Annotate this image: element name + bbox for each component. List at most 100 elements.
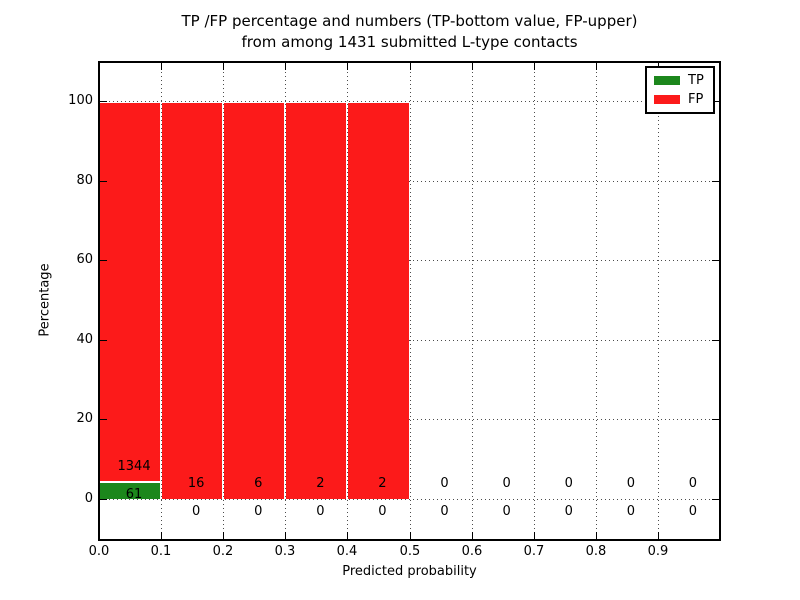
tp-count-label: 0 bbox=[192, 504, 201, 519]
gridline-vertical bbox=[534, 64, 535, 537]
bar-fp bbox=[162, 103, 222, 499]
x-tick-top bbox=[596, 63, 597, 70]
tp-count-label: 0 bbox=[378, 504, 387, 519]
x-tick-bottom bbox=[161, 532, 162, 539]
y-tick-label: 100 bbox=[68, 93, 93, 108]
bar-fp bbox=[100, 103, 160, 481]
y-tick-left bbox=[100, 340, 107, 341]
y-tick-right bbox=[712, 499, 719, 500]
x-tick-bottom bbox=[658, 532, 659, 539]
x-tick-top bbox=[285, 63, 286, 70]
gridline-vertical bbox=[285, 64, 286, 537]
gridline-horizontal bbox=[101, 181, 718, 182]
tp-count-label: 0 bbox=[626, 504, 635, 519]
y-tick-left bbox=[100, 260, 107, 261]
x-tick-top bbox=[472, 63, 473, 70]
legend: TP FP bbox=[645, 66, 715, 114]
x-tick-label: 0.6 bbox=[461, 544, 483, 559]
bar-fp bbox=[224, 103, 284, 499]
bar-fp bbox=[348, 103, 409, 499]
chart-title: TP /FP percentage and numbers (TP-bottom… bbox=[99, 11, 720, 53]
x-tick-label: 0.4 bbox=[336, 544, 358, 559]
fp-count-label: 0 bbox=[564, 476, 573, 491]
fp-count-label: 0 bbox=[440, 476, 449, 491]
x-tick-top bbox=[347, 63, 348, 70]
x-tick-bottom bbox=[285, 532, 286, 539]
x-axis-label: Predicted probability bbox=[342, 564, 477, 579]
chart-title-line1: TP /FP percentage and numbers (TP-bottom… bbox=[181, 12, 638, 30]
bar-fp bbox=[286, 103, 346, 499]
x-tick-bottom bbox=[720, 532, 721, 539]
gridline-vertical bbox=[161, 64, 162, 537]
legend-swatch-tp bbox=[654, 76, 680, 85]
gridline-horizontal bbox=[101, 419, 718, 420]
fp-count-label: 0 bbox=[502, 476, 511, 491]
gridline-vertical bbox=[472, 64, 473, 537]
bar-tp bbox=[100, 483, 160, 499]
y-axis-label: Percentage bbox=[37, 263, 53, 337]
x-tick-top bbox=[410, 63, 411, 70]
gridline-horizontal bbox=[101, 340, 718, 341]
fp-count-label: 16 bbox=[187, 476, 205, 491]
tp-count-label: 0 bbox=[254, 504, 263, 519]
x-tick-top bbox=[161, 63, 162, 70]
x-tick-label: 0.9 bbox=[647, 544, 669, 559]
y-tick-left bbox=[100, 419, 107, 420]
fp-count-label: 6 bbox=[254, 476, 263, 491]
x-tick-label: 0.7 bbox=[523, 544, 545, 559]
gridline-horizontal bbox=[101, 260, 718, 261]
x-tick-bottom bbox=[596, 532, 597, 539]
x-tick-bottom bbox=[223, 532, 224, 539]
tp-count-label: 0 bbox=[316, 504, 325, 519]
y-tick-left bbox=[100, 101, 107, 102]
x-tick-label: 0.2 bbox=[212, 544, 234, 559]
chart-title-line2: from among 1431 submitted L-type contact… bbox=[241, 33, 578, 51]
tp-count-label: 0 bbox=[502, 504, 511, 519]
plot-area-frame bbox=[98, 61, 721, 541]
y-tick-label: 20 bbox=[76, 411, 93, 426]
x-tick-label: 0.3 bbox=[274, 544, 296, 559]
x-tick-bottom bbox=[472, 532, 473, 539]
legend-item-label: FP bbox=[688, 92, 704, 107]
y-tick-right bbox=[712, 419, 719, 420]
x-tick-top bbox=[534, 63, 535, 70]
fp-count-label: 1344 bbox=[117, 459, 151, 474]
gridline-horizontal bbox=[101, 101, 718, 102]
legend-item: TP bbox=[647, 74, 713, 87]
y-tick-label: 0 bbox=[84, 491, 93, 506]
y-tick-label: 60 bbox=[76, 252, 93, 267]
x-tick-bottom bbox=[99, 532, 100, 539]
x-tick-label: 0.5 bbox=[399, 544, 421, 559]
gridline-vertical bbox=[410, 64, 411, 537]
x-tick-label: 0.0 bbox=[88, 544, 110, 559]
fp-count-label: 0 bbox=[626, 476, 635, 491]
tp-count-label: 61 bbox=[125, 487, 143, 502]
fp-count-label: 0 bbox=[688, 476, 698, 491]
fp-count-label: 2 bbox=[316, 476, 325, 491]
y-tick-right bbox=[712, 181, 719, 182]
x-tick-bottom bbox=[347, 532, 348, 539]
y-tick-right bbox=[712, 101, 719, 102]
x-tick-label: 0.1 bbox=[150, 544, 172, 559]
y-tick-right bbox=[712, 340, 719, 341]
x-tick-top bbox=[99, 63, 100, 70]
y-tick-label: 80 bbox=[76, 173, 93, 188]
tp-count-label: 0 bbox=[688, 504, 698, 519]
fp-count-label: 2 bbox=[378, 476, 387, 491]
legend-item: FP bbox=[647, 93, 713, 106]
gridline-vertical bbox=[658, 64, 659, 537]
y-tick-left bbox=[100, 499, 107, 500]
x-tick-bottom bbox=[534, 532, 535, 539]
y-tick-label: 40 bbox=[76, 332, 93, 347]
legend-item-label: TP bbox=[688, 73, 704, 88]
gridline-horizontal bbox=[101, 499, 718, 500]
gridline-vertical bbox=[347, 64, 348, 537]
x-tick-label: 0.8 bbox=[585, 544, 607, 559]
gridline-vertical bbox=[596, 64, 597, 537]
gridline-vertical bbox=[223, 64, 224, 537]
x-tick-top bbox=[720, 63, 721, 70]
x-tick-bottom bbox=[410, 532, 411, 539]
y-tick-left bbox=[100, 181, 107, 182]
tp-count-label: 0 bbox=[440, 504, 449, 519]
